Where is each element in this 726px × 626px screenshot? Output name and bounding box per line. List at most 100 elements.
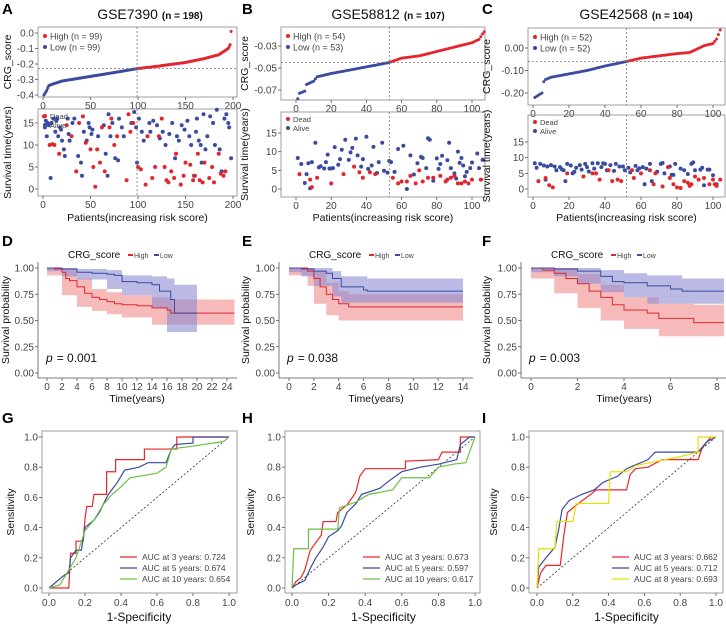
alive-point: [707, 167, 712, 172]
alive-point: [415, 161, 420, 166]
alive-point: [90, 127, 95, 132]
alive-point: [139, 129, 144, 134]
alive-point: [343, 137, 348, 142]
x-tick-label: 0.2: [566, 598, 580, 609]
y-tick-label: 0.6: [267, 493, 281, 504]
dead-point: [426, 175, 430, 180]
alive-point: [434, 156, 439, 161]
alive-point: [48, 176, 53, 180]
panel-e: 0.00 0.25 0.50 0.75 1.00 0 2 4 6 8 10 12 14 Survival …: [240, 250, 473, 405]
dead-point: [357, 170, 362, 175]
alive-point: [147, 121, 152, 125]
alive-point: [673, 161, 678, 166]
legend-label: High: [134, 253, 149, 260]
alive-point: [302, 181, 307, 186]
dead-point: [166, 180, 171, 185]
dead-point: [329, 181, 334, 186]
dead-point: [174, 151, 178, 156]
alive-point: [208, 114, 213, 119]
alive-point: [662, 171, 667, 176]
x-axis-label: 1-Specificity: [107, 610, 172, 624]
alive-point: [134, 125, 139, 130]
dead-point: [711, 177, 715, 182]
legend-marker: [286, 34, 290, 38]
dead-point: [115, 134, 120, 139]
x-tick-label: 4: [621, 382, 627, 393]
y-axis-label: Sensitivity: [245, 488, 257, 536]
alive-point: [477, 166, 482, 171]
x-tick-label: 2: [59, 382, 65, 393]
alive-point: [96, 134, 101, 139]
dead-point: [667, 176, 672, 181]
p-symbol: p: [45, 351, 53, 365]
alive-point: [121, 134, 126, 139]
y-axis-label: Survival time(years): [239, 108, 251, 201]
dead-point: [367, 170, 372, 175]
x-tick-label: 40: [361, 201, 373, 212]
alive-point: [330, 166, 335, 171]
x-tick-label: 20: [191, 382, 203, 393]
panel-a: GSE7390 (n = 198)0.0-0.1-0.2-0.3-0.40 50 10…: [2, 6, 242, 224]
dead-point: [112, 143, 117, 147]
dead-point: [352, 164, 357, 169]
alive-point: [332, 145, 337, 150]
legend-label: High: [375, 253, 390, 260]
x-tick-label: 20: [563, 201, 575, 212]
dead-point: [470, 177, 474, 182]
dead-point: [543, 176, 548, 181]
alive-point: [626, 165, 631, 170]
alive-point: [644, 166, 649, 171]
low-risk-survival-curve: [531, 267, 724, 292]
alive-point: [660, 160, 665, 165]
x-axis-label: Time(years): [109, 393, 165, 405]
roc-curve-roc_5y: [291, 436, 475, 589]
alive-point: [224, 112, 229, 117]
dead-point: [210, 165, 215, 169]
survival-plot-frame: [280, 111, 486, 198]
roc-curve-roc_10y: [48, 436, 230, 589]
alive-point: [176, 138, 181, 143]
legend-marker: [43, 34, 47, 38]
alive-point: [401, 143, 406, 148]
alive-point: [339, 147, 344, 152]
y-tick-label: -0.3: [17, 75, 35, 86]
legend-label: AUC at 3 years: 0.662: [634, 552, 718, 562]
roc-plot-frame: [41, 430, 238, 594]
y-tick-label: 0.2: [267, 553, 281, 564]
alive-point: [55, 116, 60, 121]
x-tick-label: 0.2: [78, 598, 92, 609]
x-tick-label: 50: [85, 200, 97, 211]
alive-point: [671, 172, 676, 177]
legend-label: AUC at 3 years: 0.673: [385, 552, 469, 562]
alive-point: [385, 170, 390, 175]
legend-label: Dead: [293, 115, 311, 124]
legend-marker: [286, 45, 290, 49]
alive-point: [155, 123, 159, 128]
risk-point-high: [481, 32, 485, 36]
risk-point-high: [229, 29, 233, 33]
alive-point: [617, 164, 622, 169]
panel-letter-i: I: [482, 410, 486, 427]
dead-point: [675, 185, 679, 190]
risk-point-low: [312, 79, 316, 83]
roc-curve-roc_5y: [536, 436, 717, 589]
risk-point-high: [716, 33, 720, 36]
alive-point: [151, 118, 156, 123]
y-tick-label: 1.00: [15, 264, 35, 275]
alive-point: [182, 127, 187, 132]
y-tick-label: 0.00: [498, 369, 518, 380]
alive-point: [554, 168, 559, 173]
alive-point: [79, 173, 84, 178]
x-tick-label: 10: [408, 382, 420, 393]
dead-point: [107, 125, 112, 130]
dead-point: [682, 179, 687, 184]
y-tick-label: 0.6: [24, 493, 38, 504]
risk-point-low: [540, 91, 544, 95]
alive-point: [136, 116, 141, 121]
y-tick-label: 1.00: [256, 264, 276, 275]
reference-diagonal: [536, 436, 717, 589]
x-tick-label: 200: [225, 101, 242, 112]
x-tick-label: 8: [386, 382, 392, 393]
dead-point: [462, 179, 467, 184]
dead-point: [95, 147, 100, 152]
